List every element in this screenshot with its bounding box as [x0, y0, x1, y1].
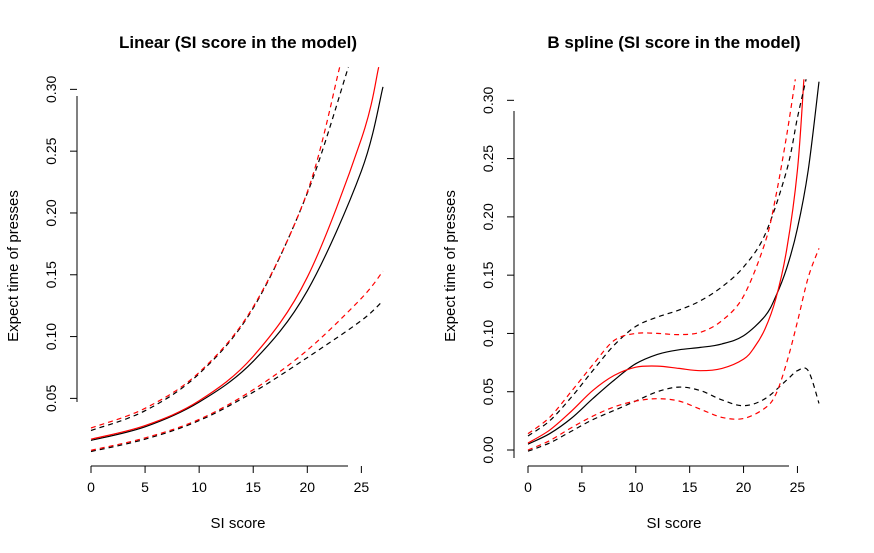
- series-line-5: [90, 270, 384, 451]
- y-tick-label: 0.05: [43, 385, 59, 412]
- x-tick-label: 10: [628, 479, 644, 495]
- y-tick-label: 0.30: [480, 86, 496, 113]
- series-line-2: [527, 79, 807, 437]
- chart-title: Linear (SI score in the model): [119, 33, 357, 52]
- y-tick-label: 0.25: [43, 137, 59, 164]
- y-ticks: 0.00 0.05 0.10 0.15 0.20 0.25 0.30: [480, 86, 514, 464]
- y-tick-label: 0.10: [480, 320, 496, 347]
- y-tick-label: 0.20: [43, 199, 59, 226]
- chart-bspline: B spline (SI score in the model) SI scor…: [442, 33, 820, 532]
- chart-linear: Linear (SI score in the model) SI score …: [5, 33, 384, 532]
- y-ticks: 0.05 0.10 0.15 0.20 0.25 0.30: [43, 76, 77, 412]
- x-tick-label: 5: [578, 479, 586, 495]
- chart-title: B spline (SI score in the model): [547, 33, 800, 52]
- series-line-4: [90, 300, 384, 453]
- series-line-2: [90, 66, 349, 432]
- x-tick-label: 20: [736, 479, 752, 495]
- series-line-5: [527, 248, 820, 451]
- series-line-0: [90, 86, 384, 441]
- y-tick-label: 0.00: [480, 436, 496, 463]
- x-tick-label: 15: [245, 479, 261, 495]
- series-line-1: [90, 66, 380, 440]
- series-line-3: [527, 79, 796, 435]
- plot-series: [90, 66, 384, 453]
- series-line-1: [527, 79, 805, 444]
- x-axis-label: SI score: [646, 515, 701, 532]
- plot-series: [527, 79, 820, 452]
- x-ticks: 0 5 10 15 20 25: [524, 466, 805, 495]
- x-ticks: 0 5 10 15 20 25: [87, 466, 369, 495]
- x-tick-label: 25: [354, 479, 370, 495]
- x-tick-label: 0: [524, 479, 532, 495]
- x-tick-label: 25: [790, 479, 806, 495]
- series-line-0: [527, 81, 820, 445]
- x-tick-label: 5: [141, 479, 149, 495]
- y-axis-label: Expect time of presses: [442, 190, 459, 342]
- x-tick-label: 20: [300, 479, 316, 495]
- y-tick-label: 0.25: [480, 145, 496, 172]
- series-line-3: [90, 66, 341, 429]
- y-tick-label: 0.30: [43, 76, 59, 103]
- y-tick-label: 0.10: [43, 323, 59, 350]
- x-tick-label: 10: [191, 479, 207, 495]
- y-tick-label: 0.05: [480, 378, 496, 405]
- x-axis-label: SI score: [210, 515, 265, 532]
- y-tick-label: 0.20: [480, 203, 496, 230]
- x-tick-label: 15: [682, 479, 698, 495]
- x-tick-label: 0: [87, 479, 95, 495]
- series-line-4: [527, 367, 820, 452]
- y-axis-label: Expect time of presses: [5, 190, 22, 342]
- y-tick-label: 0.15: [43, 261, 59, 288]
- y-tick-label: 0.15: [480, 261, 496, 288]
